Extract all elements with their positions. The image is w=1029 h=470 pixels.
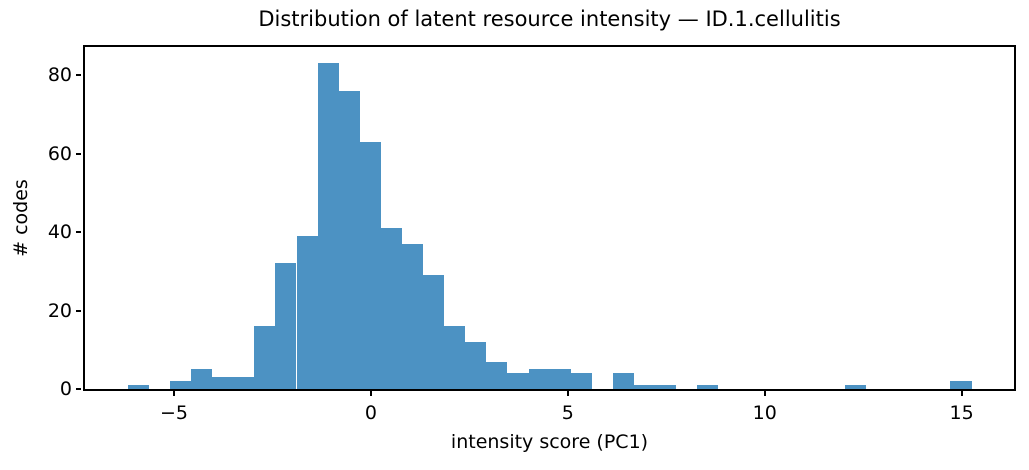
histogram-bar xyxy=(950,381,972,389)
histogram-bar xyxy=(212,377,234,389)
histogram-bar xyxy=(401,243,424,389)
histogram-bar xyxy=(528,369,550,389)
y-axis-tick xyxy=(76,231,81,234)
y-axis-tick xyxy=(76,309,81,312)
x-axis-tick xyxy=(173,391,175,396)
histogram-bar xyxy=(465,341,487,389)
histogram-bar xyxy=(549,369,571,389)
y-axis-label: # codes xyxy=(10,179,32,257)
x-axis-label: intensity score (PC1) xyxy=(450,431,649,453)
y-axis-tick xyxy=(76,388,81,390)
y-tick-label: 60 xyxy=(47,142,72,165)
histogram-bar xyxy=(191,369,213,389)
histogram-bar xyxy=(359,141,381,389)
histogram-bar xyxy=(697,385,719,389)
histogram-bar xyxy=(655,385,677,389)
x-axis-tick xyxy=(763,391,766,396)
y-tick-label: 20 xyxy=(47,299,72,322)
x-tick-label: 5 xyxy=(561,402,574,424)
histogram-bar xyxy=(380,228,402,389)
histogram-bar xyxy=(486,361,508,389)
x-tick-label: 15 xyxy=(949,402,974,424)
histogram-bar xyxy=(444,326,466,389)
x-axis-tick xyxy=(369,391,372,396)
histogram-bar xyxy=(845,385,867,389)
histogram-bar xyxy=(296,235,318,389)
histogram-bar xyxy=(169,381,191,389)
histogram-bar xyxy=(275,263,297,389)
y-tick-label: 80 xyxy=(47,64,72,87)
histogram-bar xyxy=(317,63,339,389)
histogram-bar xyxy=(612,373,635,389)
histogram-bar xyxy=(570,373,592,389)
histogram-bar xyxy=(507,373,529,389)
x-axis-tick xyxy=(566,391,569,396)
x-tick-label: 0 xyxy=(364,402,377,424)
y-axis-tick xyxy=(76,74,81,77)
plot-area xyxy=(83,45,1016,391)
histogram-bar xyxy=(254,326,276,389)
y-tick-label: 0 xyxy=(59,378,72,400)
histogram-bar xyxy=(634,385,656,389)
x-axis-tick xyxy=(960,391,963,396)
histogram-bar xyxy=(423,275,445,389)
x-tick-label: −5 xyxy=(159,402,188,424)
y-tick-label: 40 xyxy=(47,221,72,244)
histogram-bar xyxy=(338,90,360,389)
x-tick-label: 10 xyxy=(752,402,777,424)
chart-title: Distribution of latent resource intensit… xyxy=(258,7,841,31)
histogram-bar xyxy=(127,385,149,389)
histogram-bar xyxy=(233,377,255,389)
y-axis-tick xyxy=(76,152,81,155)
